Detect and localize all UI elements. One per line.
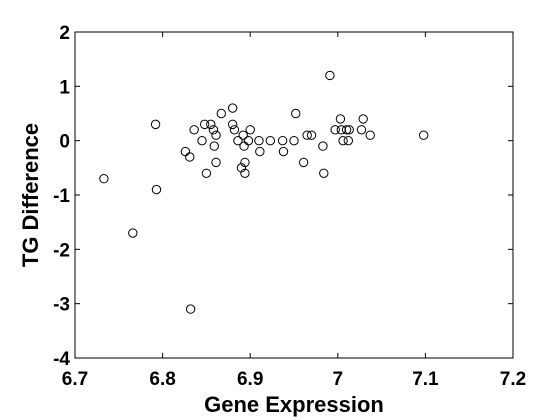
data-point [227,119,238,130]
data-point [99,174,109,184]
data-point [330,125,340,135]
data-point [318,141,328,151]
data-point [289,135,299,146]
data-point [208,125,219,135]
data-point [233,135,243,146]
x-tick-label: 6.9 [237,369,263,390]
y-axis-label: TG Difference [18,123,43,267]
x-tick-label: 6.8 [149,369,175,390]
data-point [302,130,312,140]
data-point [128,228,138,238]
y-tick-label: -4 [53,349,70,370]
data-point [306,130,317,140]
data-point [343,135,354,146]
data-point [356,125,367,135]
data-point [151,184,162,195]
data-point [236,163,247,173]
data-point [278,146,289,157]
x-axis-ticks: 6.7 6.8 6.9 7 7.1 7.2 [62,32,526,390]
y-tick-label: -1 [53,186,70,207]
y-tick-label: 1 [59,77,70,98]
data-points [99,70,429,314]
data-point [358,114,368,124]
data-point [335,114,346,124]
data-point [216,108,226,119]
data-point [265,135,276,146]
data-point [418,130,429,140]
data-point [325,70,335,81]
data-point [341,125,352,135]
x-tick-label: 6.7 [62,369,88,390]
data-point [277,135,288,146]
data-point [243,135,254,146]
data-point [227,103,238,113]
data-point [291,108,301,119]
data-point [336,125,347,135]
data-point [206,119,216,130]
data-point [238,130,248,140]
plot-area-frame [74,31,514,359]
data-point [197,135,207,146]
data-point [254,135,264,146]
x-tick-label: 7.2 [500,369,526,390]
y-tick-label: 0 [59,132,70,153]
y-tick-label: -2 [53,240,70,261]
data-point [319,168,329,178]
data-point [211,157,221,168]
x-axis-label: Gene Expression [204,392,384,417]
y-tick-label: 2 [59,23,70,44]
data-point [150,119,161,130]
data-point [365,130,375,140]
data-point [189,125,199,135]
data-point [199,119,210,130]
data-point [185,304,196,314]
data-point [209,141,219,151]
data-point [229,125,240,135]
data-point [240,168,250,178]
data-point [201,168,212,178]
x-tick-label: 7 [333,369,344,390]
data-point [338,135,348,146]
data-point [240,157,250,168]
data-point [211,130,221,140]
x-tick-label: 7.1 [412,369,439,390]
data-point [185,152,195,162]
y-tick-label: -3 [53,295,70,316]
data-point [255,146,265,157]
y-axis-ticks: -4 -3 -2 -1 0 1 2 [53,23,513,370]
data-point [344,125,354,135]
data-point [298,157,309,168]
data-point [245,125,255,135]
